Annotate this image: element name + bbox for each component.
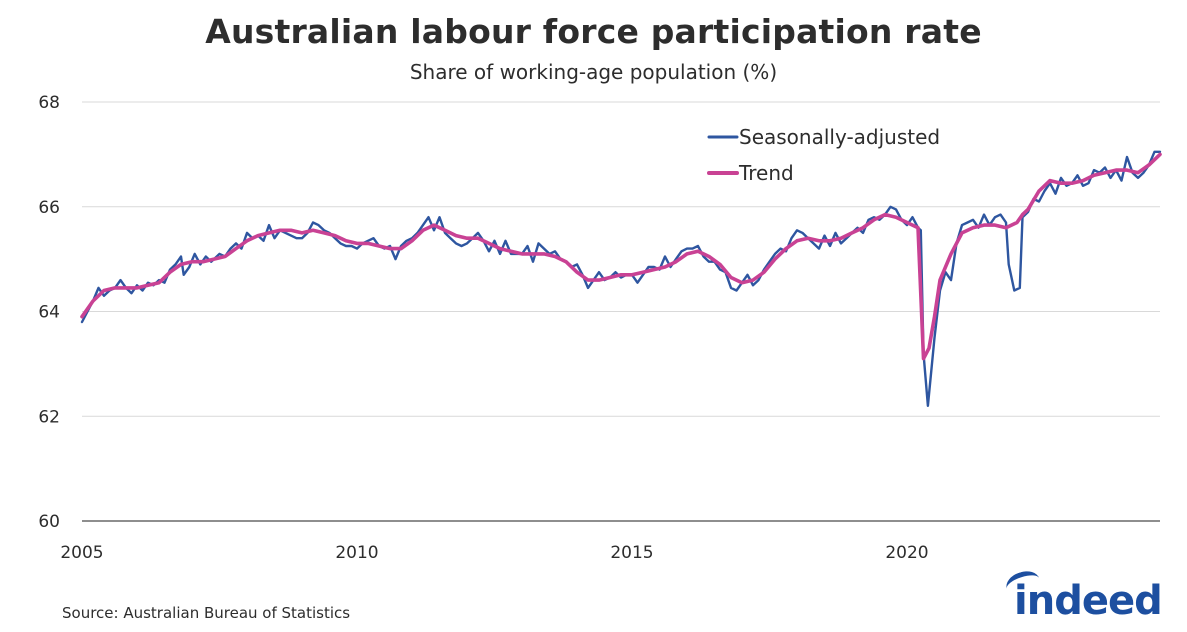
legend-label-0: Seasonally-adjusted xyxy=(739,125,940,149)
chart-title: Australian labour force participation ra… xyxy=(205,12,982,51)
y-tick-label-60: 60 xyxy=(38,512,60,532)
series-line-seasonally-adjusted xyxy=(80,150,1162,407)
series-line-trend xyxy=(80,152,1162,361)
x-tick-label-2005: 2005 xyxy=(60,543,103,563)
y-tick-label-64: 64 xyxy=(38,303,60,323)
chart-subtitle: Share of working-age population (%) xyxy=(409,60,778,84)
y-tick-label-68: 68 xyxy=(38,93,60,113)
y-tick-label-66: 66 xyxy=(38,198,60,218)
x-tick-label-2015: 2015 xyxy=(610,543,653,563)
source-note: Source: Australian Bureau of Statistics xyxy=(62,604,351,622)
indeed-logo: indeed xyxy=(1003,567,1164,626)
x-tick-label-2010: 2010 xyxy=(335,543,378,563)
logo-text: indeed xyxy=(1014,578,1163,624)
y-tick-label-62: 62 xyxy=(38,407,60,427)
x-tick-label-2020: 2020 xyxy=(885,543,928,563)
legend-label-1: Trend xyxy=(738,161,794,185)
